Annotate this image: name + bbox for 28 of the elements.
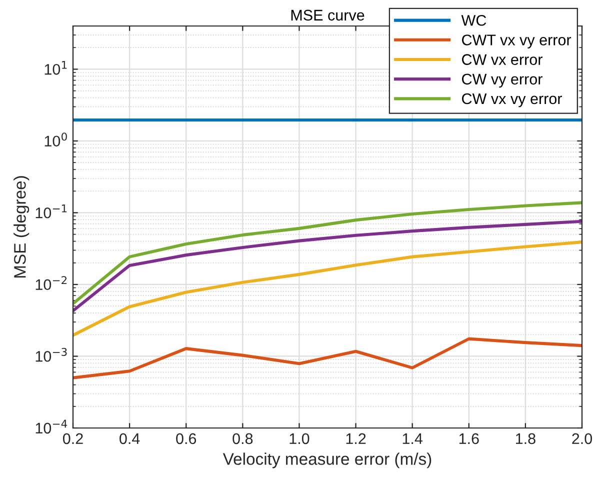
line-series: [73, 201, 582, 306]
y-tick-label: 10$^{−3}$: [36, 348, 67, 362]
y-tick-label: 10$^{−4}$: [36, 420, 67, 434]
y-tick-label: 10$^{0}$: [44, 132, 67, 147]
y-tick-label: 10$^{−1}$: [36, 204, 67, 218]
legend-label: CW vx error: [462, 54, 542, 65]
x-tick-label: 0.6: [176, 433, 196, 444]
x-tick-label: 2.0: [572, 433, 592, 444]
legend-label: WC: [461, 14, 486, 26]
y-axis-title: MSE (degree): [14, 176, 30, 278]
line-series: [73, 337, 582, 380]
x-tick-label: 1.6: [459, 433, 479, 444]
legend-label: CW vy error: [462, 74, 542, 88]
x-tick-label: 1.4: [402, 433, 423, 444]
y-tick-label: 10$^{1}$: [44, 60, 67, 75]
x-axis-title: Velocity measure error (m/s): [222, 452, 432, 468]
legend-label: CW vx vy error: [462, 93, 562, 108]
line-series: [73, 240, 582, 337]
y-tick-label: 10$^{−2}$: [36, 276, 67, 290]
x-tick-label: 0.2: [62, 433, 83, 444]
chart-title: MSE curve: [291, 10, 364, 21]
x-tick-label: 1.0: [290, 433, 310, 444]
legend-label: CWT vx vy error: [462, 34, 572, 48]
x-tick-label: 1.8: [516, 433, 536, 444]
line-series: [73, 220, 582, 312]
x-tick-label: 0.8: [232, 433, 253, 444]
x-tick-label: 0.4: [120, 433, 140, 444]
x-tick-label: 1.2: [346, 433, 366, 444]
